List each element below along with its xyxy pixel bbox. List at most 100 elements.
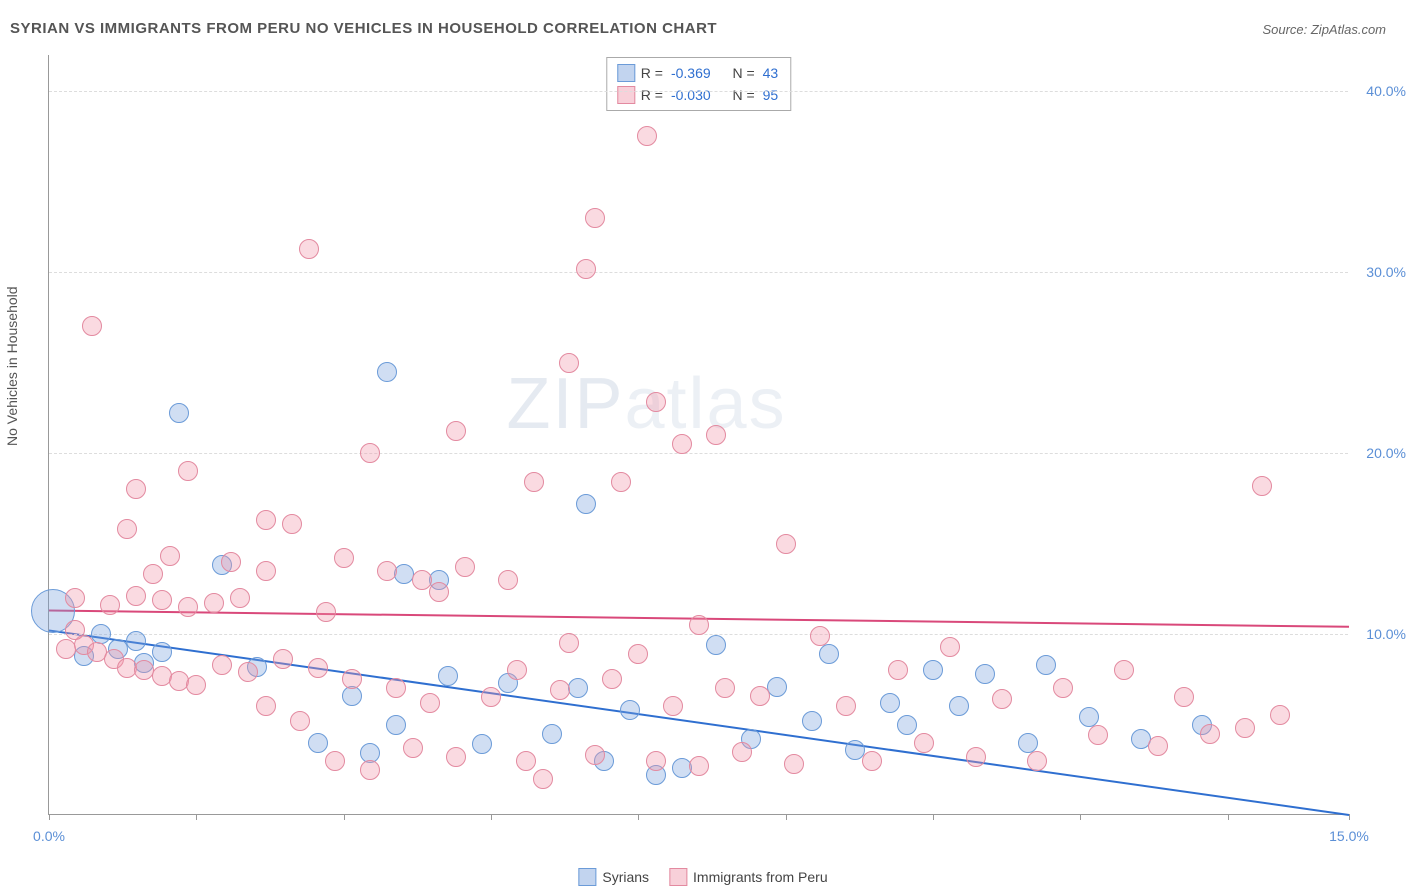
gridline [49, 272, 1348, 273]
x-tick [491, 814, 492, 820]
scatter-point [446, 747, 466, 767]
scatter-point [715, 678, 735, 698]
scatter-point [299, 239, 319, 259]
scatter-point [420, 693, 440, 713]
legend-item: Syrians [578, 868, 649, 886]
scatter-point [238, 662, 258, 682]
scatter-point [516, 751, 536, 771]
scatter-point [880, 693, 900, 713]
scatter-point [1235, 718, 1255, 738]
scatter-point [585, 208, 605, 228]
series-legend: Syrians Immigrants from Peru [578, 868, 827, 886]
source-attribution: Source: ZipAtlas.com [1262, 22, 1386, 37]
scatter-point [308, 733, 328, 753]
scatter-point [1088, 725, 1108, 745]
x-tick [786, 814, 787, 820]
scatter-point [1114, 660, 1134, 680]
scatter-point [706, 635, 726, 655]
scatter-point [472, 734, 492, 754]
scatter-point [316, 602, 336, 622]
scatter-point [620, 700, 640, 720]
scatter-point [862, 751, 882, 771]
scatter-point [438, 666, 458, 686]
scatter-point [940, 637, 960, 657]
scatter-point [143, 564, 163, 584]
scatter-point [221, 552, 241, 572]
scatter-point [178, 597, 198, 617]
y-tick-label: 20.0% [1356, 445, 1406, 461]
scatter-point [117, 519, 137, 539]
scatter-point [1270, 705, 1290, 725]
scatter-point [308, 658, 328, 678]
scatter-point [65, 588, 85, 608]
x-tick [1080, 814, 1081, 820]
scatter-point [767, 677, 787, 697]
scatter-point [342, 669, 362, 689]
scatter-point [256, 696, 276, 716]
scatter-point [360, 760, 380, 780]
scatter-point [550, 680, 570, 700]
x-tick [1228, 814, 1229, 820]
scatter-point [82, 316, 102, 336]
scatter-point [1018, 733, 1038, 753]
scatter-point [819, 644, 839, 664]
y-tick-label: 40.0% [1356, 83, 1406, 99]
scatter-point [888, 660, 908, 680]
scatter-point [230, 588, 250, 608]
x-tick [344, 814, 345, 820]
scatter-point [576, 494, 596, 514]
scatter-point [1079, 707, 1099, 727]
scatter-point [559, 353, 579, 373]
scatter-point [126, 586, 146, 606]
scatter-point [602, 669, 622, 689]
scatter-point [429, 582, 449, 602]
scatter-point [992, 689, 1012, 709]
gridline [49, 91, 1348, 92]
scatter-point [446, 421, 466, 441]
x-tick-label: 15.0% [1329, 828, 1369, 844]
x-tick [196, 814, 197, 820]
x-tick [1349, 814, 1350, 820]
scatter-point [750, 686, 770, 706]
y-tick-label: 10.0% [1356, 626, 1406, 642]
scatter-point [325, 751, 345, 771]
scatter-point [498, 570, 518, 590]
scatter-point [559, 633, 579, 653]
scatter-point [689, 756, 709, 776]
scatter-point [169, 403, 189, 423]
scatter-point [334, 548, 354, 568]
scatter-point [637, 126, 657, 146]
scatter-point [836, 696, 856, 716]
scatter-point [923, 660, 943, 680]
trend-line [49, 630, 1349, 815]
scatter-point [1148, 736, 1168, 756]
scatter-point [897, 715, 917, 735]
scatter-point [256, 510, 276, 530]
scatter-point [949, 696, 969, 716]
scatter-point [455, 557, 475, 577]
scatter-point [212, 655, 232, 675]
scatter-point [568, 678, 588, 698]
legend-swatch [669, 868, 687, 886]
scatter-point [776, 534, 796, 554]
scatter-point [152, 590, 172, 610]
scatter-point [126, 479, 146, 499]
scatter-point [966, 747, 986, 767]
scatter-point [914, 733, 934, 753]
scatter-point [672, 434, 692, 454]
scatter-point [802, 711, 822, 731]
scatter-point [1200, 724, 1220, 744]
legend-item: Immigrants from Peru [669, 868, 828, 886]
scatter-point [975, 664, 995, 684]
scatter-point [585, 745, 605, 765]
scatter-point [282, 514, 302, 534]
scatter-point [377, 362, 397, 382]
scatter-point [689, 615, 709, 635]
scatter-point [628, 644, 648, 664]
scatter-point [542, 724, 562, 744]
scatter-point [1036, 655, 1056, 675]
scatter-point [160, 546, 180, 566]
scatter-point [403, 738, 423, 758]
scatter-point [533, 769, 553, 789]
chart-title: SYRIAN VS IMMIGRANTS FROM PERU NO VEHICL… [10, 20, 717, 37]
